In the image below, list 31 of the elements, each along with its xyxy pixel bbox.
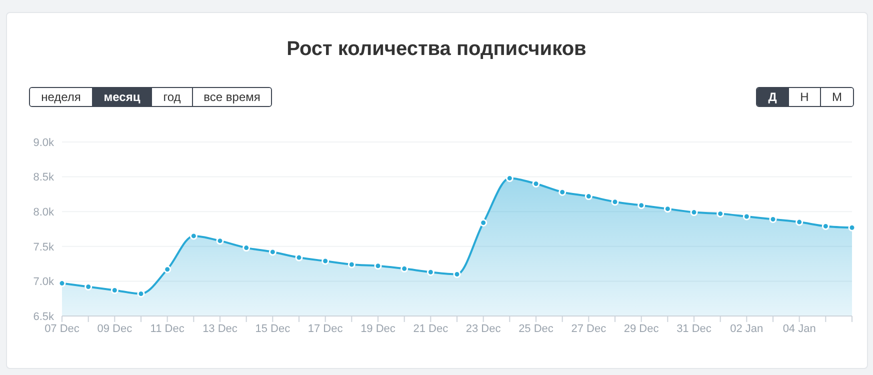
x-tick-label: 02 Jan [730,322,764,335]
x-tick-label: 07 Dec [44,322,80,335]
x-tick-label: 04 Jan [782,322,816,335]
x-tick-label: 23 Dec [466,322,502,335]
x-tick-label: 13 Dec [202,322,238,335]
x-tick-label: 29 Dec [624,322,660,335]
chart-title: Рост количества подписчиков [286,38,588,61]
x-tick-label: 21 Dec [413,322,449,335]
x-tick-label: 25 Dec [518,322,554,335]
x-tick-label: 19 Dec [360,322,396,335]
x-tick-label: 11 Dec [150,322,185,335]
x-tick-label: 09 Dec [97,322,133,335]
point [164,266,172,274]
text: Д [757,88,788,106]
y-tick-label: 8.0k [33,206,54,219]
text: все время [192,88,271,106]
y-tick-label: 7.0k [33,276,54,288]
x-tick-label: 31 Dec [676,322,712,335]
point [480,218,488,226]
text: год [151,88,192,106]
text: неделя [30,88,92,106]
x-tick-label: 17 Dec [308,322,344,335]
y-tick-label: 7.5k [33,241,54,254]
text: месяц [92,88,151,106]
y-tick-label: 8.5k [33,172,54,184]
y-tick-label: 9.0k [33,136,54,149]
x-tick-label: 27 Dec [571,322,607,335]
text: Н [788,88,820,106]
y-tick-label: 6.5k [33,310,54,323]
text: М [820,88,853,106]
x-tick-label: 15 Dec [255,322,291,335]
